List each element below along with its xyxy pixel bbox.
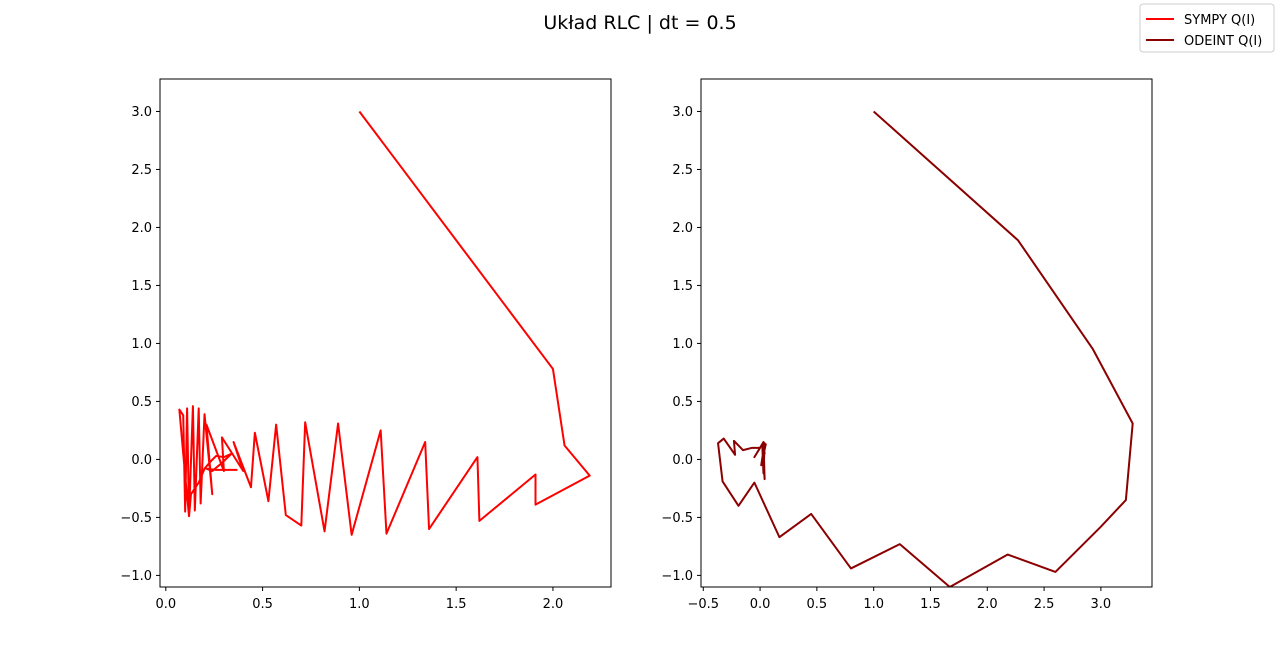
y-tick-label-right: −1.0 — [661, 569, 693, 584]
y-tick-label-left: 0.0 — [131, 453, 152, 468]
y-tick-label-left: 3.0 — [131, 105, 152, 120]
x-tick-label-right: 2.0 — [977, 597, 998, 612]
plot-right: −0.5 0.0 0.5 1.0 1.5 2.0 2.5 3.0 −1.0 −0.5 0.0 0.5 1… — [661, 78, 1153, 612]
y-tick-label-right: 0.5 — [672, 395, 693, 410]
axes-layer-right: −0.5 0.0 0.5 1.0 1.5 2.0 2.5 3.0 −1.0 −0.5 0.0 0.5 1… — [661, 78, 1153, 612]
y-tick-label-right: 1.5 — [672, 279, 693, 294]
y-tick-label-right: 2.5 — [672, 163, 693, 178]
x-tick-label-left: 1.5 — [446, 597, 467, 612]
series-line-right-0 — [717, 110, 1134, 587]
y-tick-label-left: −0.5 — [120, 511, 152, 526]
y-tick-label-left: 2.5 — [131, 163, 152, 178]
x-tick-label-right: 0.5 — [807, 597, 828, 612]
y-tick-label-left: −1.0 — [120, 569, 152, 584]
y-tick-label-left: 1.0 — [131, 337, 152, 352]
axes-frame-left — [159, 78, 612, 588]
figure-title: Układ RLC | dt = 0.5 — [543, 12, 736, 34]
x-tick-label-right: −0.5 — [687, 597, 719, 612]
plot-left: 0.0 0.5 1.0 1.5 2.0 −1.0 −0.5 0.0 0.5 1.0 1.5 2.0 2.… — [120, 78, 612, 612]
legend: SYMPY Q(I) ODEINT Q(I) — [1139, 3, 1275, 53]
x-tick-label-left: 2.0 — [543, 597, 564, 612]
axes-layer-left: 0.0 0.5 1.0 1.5 2.0 −1.0 −0.5 0.0 0.5 1.0 1.5 2.0 2.… — [120, 78, 612, 612]
series-layer-right — [717, 110, 1134, 587]
y-tick-label-left: 2.0 — [131, 221, 152, 236]
y-tick-label-right: 1.0 — [672, 337, 693, 352]
x-tick-label-right: 1.0 — [863, 597, 884, 612]
x-tick-label-right: 1.5 — [920, 597, 941, 612]
y-tick-label-right: −0.5 — [661, 511, 693, 526]
series-layer-left — [178, 110, 591, 536]
series-line-left-0 — [178, 110, 591, 536]
y-tick-label-left: 1.5 — [131, 279, 152, 294]
x-tick-label-left: 0.0 — [155, 597, 176, 612]
y-tick-label-right: 0.0 — [672, 453, 693, 468]
x-tick-label-left: 1.0 — [349, 597, 370, 612]
y-tick-label-left: 0.5 — [131, 395, 152, 410]
axes-frame-right — [700, 78, 1153, 588]
legend-label-sympy: SYMPY Q(I) — [1184, 13, 1255, 28]
x-tick-label-right: 2.5 — [1034, 597, 1055, 612]
y-tick-label-right: 2.0 — [672, 221, 693, 236]
x-tick-label-left: 0.5 — [252, 597, 273, 612]
x-tick-label-right: 3.0 — [1091, 597, 1112, 612]
y-tick-label-right: 3.0 — [672, 105, 693, 120]
x-tick-label-right: 0.0 — [750, 597, 771, 612]
legend-label-odeint: ODEINT Q(I) — [1184, 34, 1262, 49]
